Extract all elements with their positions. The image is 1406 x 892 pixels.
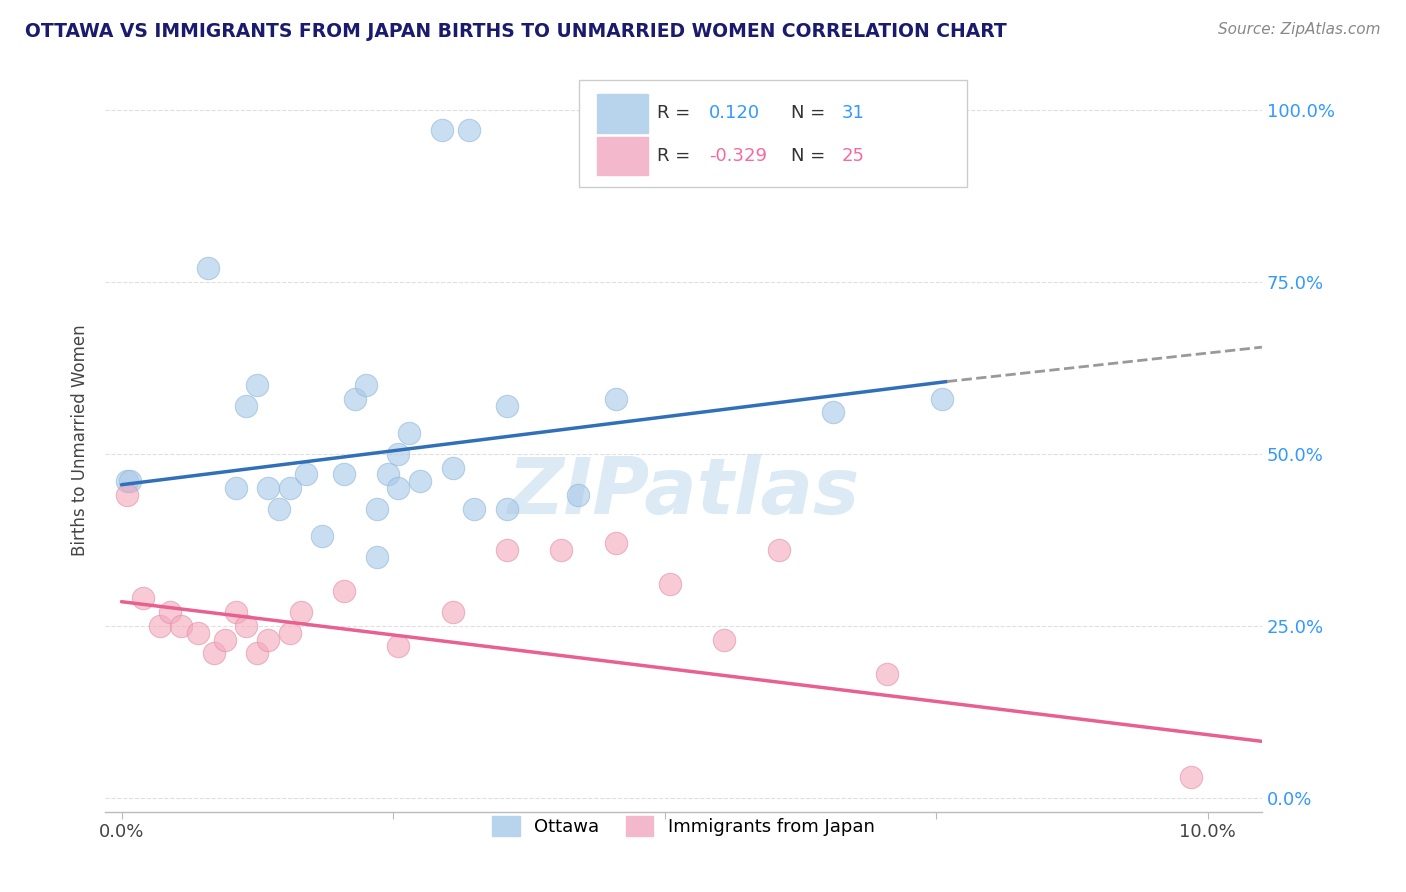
Text: R =: R = [657,146,696,165]
Point [387,640,409,654]
Point [290,605,312,619]
Point [333,584,356,599]
Point [354,378,377,392]
Point [257,632,280,647]
Point [257,481,280,495]
Text: ZIPatlas: ZIPatlas [508,454,859,530]
Point [170,619,193,633]
FancyBboxPatch shape [596,136,648,175]
Point [225,605,247,619]
Point [159,605,181,619]
Point [821,405,844,419]
Text: R =: R = [657,104,696,122]
Point [214,632,236,647]
Point [398,426,420,441]
Point [235,619,257,633]
Point [235,399,257,413]
Text: 31: 31 [842,104,865,122]
Point [186,625,208,640]
Point [377,467,399,482]
Text: -0.329: -0.329 [709,146,768,165]
Point [659,577,682,591]
Point [278,625,301,640]
Point [246,378,269,392]
Point [605,392,627,406]
FancyBboxPatch shape [579,79,967,187]
Point [409,475,432,489]
Point [246,646,269,660]
Text: N =: N = [792,146,831,165]
Text: N =: N = [792,104,831,122]
Text: Source: ZipAtlas.com: Source: ZipAtlas.com [1218,22,1381,37]
Legend: Ottawa, Immigrants from Japan: Ottawa, Immigrants from Japan [485,809,882,843]
Point [120,475,142,489]
Point [197,260,219,275]
Point [496,501,519,516]
Point [278,481,301,495]
Y-axis label: Births to Unmarried Women: Births to Unmarried Women [72,324,89,556]
Point [387,481,409,495]
Point [115,475,138,489]
Point [343,392,366,406]
Point [311,529,333,543]
Point [202,646,225,660]
Point [605,536,627,550]
Point [366,549,388,564]
Point [295,467,318,482]
Point [496,543,519,558]
Text: 25: 25 [842,146,865,165]
Point [496,399,519,413]
Point [458,123,481,137]
Point [366,501,388,516]
FancyBboxPatch shape [596,95,648,133]
Point [333,467,356,482]
Point [387,447,409,461]
Point [148,619,170,633]
Point [441,460,464,475]
Point [550,543,572,558]
Point [430,123,453,137]
Point [132,591,155,606]
Point [115,488,138,502]
Point [267,501,290,516]
Point [225,481,247,495]
Point [931,392,953,406]
Point [567,488,589,502]
Point [713,632,735,647]
Text: 0.120: 0.120 [709,104,761,122]
Point [441,605,464,619]
Point [876,667,898,681]
Text: OTTAWA VS IMMIGRANTS FROM JAPAN BIRTHS TO UNMARRIED WOMEN CORRELATION CHART: OTTAWA VS IMMIGRANTS FROM JAPAN BIRTHS T… [25,22,1007,41]
Point [1180,770,1202,784]
Point [463,501,485,516]
Point [768,543,790,558]
